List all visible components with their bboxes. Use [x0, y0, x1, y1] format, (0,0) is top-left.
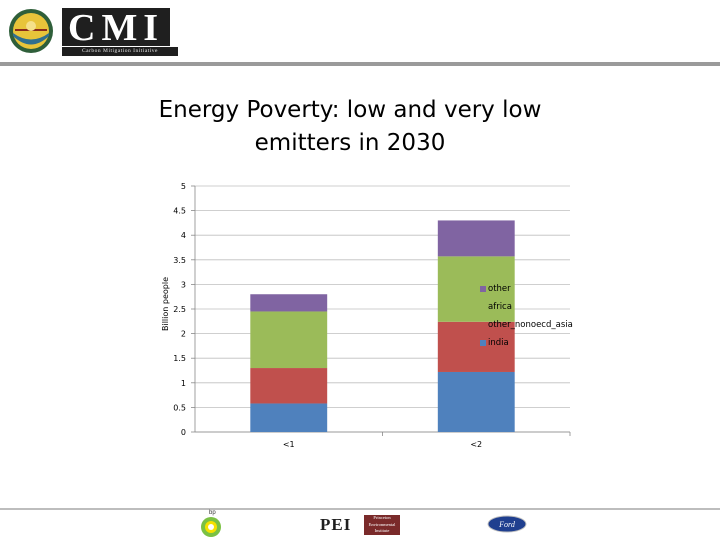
- legend-item-other_nonoecd_asia: other_nonoecd_asia: [480, 316, 590, 334]
- y-tick-label: 0: [181, 428, 186, 437]
- bar-segment-africa-0: [250, 311, 328, 369]
- y-tick-label: 2: [181, 330, 186, 339]
- pei-logo: PEI Princeton Environmental Institute: [318, 513, 402, 537]
- bar-segment-india-1: [437, 371, 515, 432]
- logo-subtitle: Carbon Mitigation Initiative: [62, 47, 178, 56]
- y-tick-label: 4.5: [173, 207, 186, 216]
- legend-label: india: [488, 338, 509, 348]
- bar-segment-other-0: [250, 294, 328, 312]
- pei-letters: PEI: [320, 515, 352, 534]
- x-tick-label: <1: [283, 440, 295, 449]
- bp-logo: bp: [198, 508, 224, 538]
- ford-oval-icon: Ford: [487, 515, 527, 533]
- header-bar: CMI Carbon Mitigation Initiative: [0, 0, 720, 62]
- bar-segment-other-1: [437, 220, 515, 257]
- y-tick-label: 5: [181, 182, 186, 191]
- legend-swatch: [480, 303, 486, 310]
- logo-letters: CMI: [62, 8, 171, 48]
- ford-logo: Ford: [487, 515, 527, 533]
- stacked-bar-chart: 0 0.5 1 1.5 2 2.5 3 3.5 4 4.5 5 Billion people <1 <2: [161, 182, 571, 449]
- header-divider: [0, 62, 720, 66]
- cmi-sun-emblem-icon: [9, 9, 53, 53]
- legend-item-india: india: [480, 334, 590, 352]
- legend-swatch: [480, 339, 486, 346]
- legend-label: africa: [488, 302, 512, 312]
- legend-swatch: [480, 285, 486, 292]
- bar-segment-other_nonoecd_asia-0: [250, 368, 328, 404]
- slide-title-line-1: Energy Poverty: low and very low: [158, 97, 542, 123]
- bp-helios-icon: bp: [201, 510, 221, 537]
- y-tick-label: 1.5: [173, 354, 186, 363]
- footer-divider: [0, 508, 720, 510]
- bar-segment-india-0: [250, 403, 328, 432]
- y-axis-label: Billion people: [161, 277, 170, 331]
- y-tick-label: 2.5: [173, 305, 186, 314]
- legend-swatch: [480, 321, 486, 328]
- ford-label: Ford: [498, 520, 516, 529]
- legend-item-other: other: [480, 280, 590, 298]
- slide-title: Energy Poverty: low and very low emitter…: [130, 94, 570, 160]
- legend-label: other_nonoecd_asia: [488, 320, 573, 330]
- cmi-logo: CMI Carbon Mitigation Initiative: [6, 6, 178, 56]
- footer-bar: [0, 510, 720, 540]
- legend-label: other: [488, 284, 511, 294]
- bar-segment-africa-1: [437, 256, 515, 322]
- y-tick-label: 0.5: [173, 403, 186, 412]
- pei-subtitle: Princeton Environmental Institute: [364, 515, 400, 535]
- bp-label: bp: [209, 510, 216, 516]
- slide-title-line-2: emitters in 2030: [254, 130, 446, 156]
- y-tick-label: 4: [181, 231, 186, 240]
- legend-item-africa: africa: [480, 298, 590, 316]
- bar-segment-other_nonoecd_asia-1: [437, 321, 515, 372]
- y-tick-label: 1: [181, 379, 186, 388]
- y-tick-label: 3: [181, 280, 186, 289]
- y-tick-label: 3.5: [173, 256, 186, 265]
- x-tick-label: <2: [470, 440, 482, 449]
